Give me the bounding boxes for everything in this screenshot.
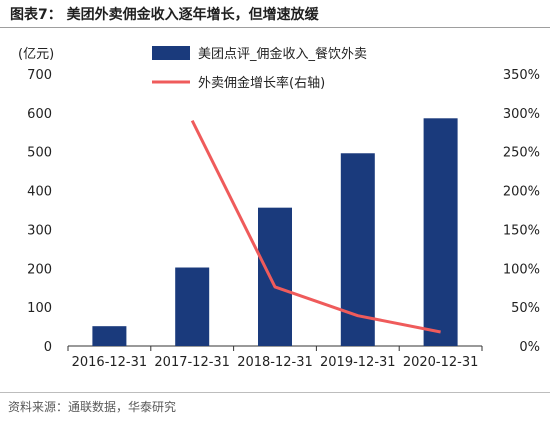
y2-tick-label: 250% [503,146,540,161]
bar [175,267,210,346]
x-tick-label: 2020-12-31 [403,355,479,370]
legend-swatch-bar [152,46,190,60]
x-tick-label: 2019-12-31 [320,355,396,370]
source-note: 资料来源：通联数据，华泰研究 [8,400,177,414]
growth-line [190,119,441,334]
bar [92,326,127,346]
y2-tick-label: 200% [503,185,540,200]
y-tick-label: 500 [27,146,52,161]
y2-tick-label: 50% [511,301,540,316]
chart: (亿元) 0 100 200 300 400 500 600 700 0% 50% 100% 150%… [18,46,540,370]
bars [92,118,458,346]
bar [258,207,292,346]
y-tick-label: 700 [27,68,52,83]
x-tick-label: 2018-12-31 [237,355,313,370]
axes: 0 100 200 300 400 500 600 700 0% 50% 100% 150% 200% 2… [27,68,540,370]
y-tick-label: 400 [27,185,52,200]
title-divider [0,27,550,28]
y-tick-label: 600 [27,107,52,122]
growth-line-path [190,119,441,334]
bar [423,118,458,346]
y-axis-label: (亿元) [18,47,54,62]
bar [340,153,375,346]
y2-tick-label: 150% [503,223,540,238]
y2-tick-label: 300% [503,107,540,122]
source-divider [0,392,550,393]
x-tick-label: 2017-12-31 [154,355,230,370]
x-tick-label: 2016-12-31 [72,355,148,370]
y2-tick-label: 100% [503,262,540,277]
y-tick-label: 0 [44,340,52,355]
legend-label-line: 外卖佣金增长率(右轴) [198,75,325,91]
legend-label-bar: 美团点评_佣金收入_餐饮外卖 [198,46,367,62]
y2-tick-label: 0% [519,340,540,355]
y-tick-label: 100 [27,301,52,316]
figure-title: 图表7： 美团外卖佣金收入逐年增长，但增速放缓 [10,7,319,23]
y-tick-label: 300 [27,223,52,238]
y-tick-label: 200 [27,262,52,277]
y2-tick-label: 350% [503,68,540,83]
